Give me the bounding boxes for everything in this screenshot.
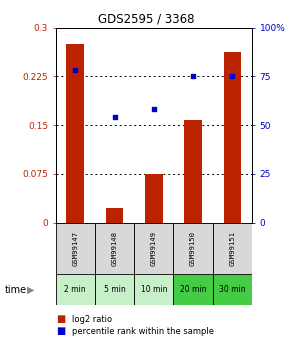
- Text: 10 min: 10 min: [141, 285, 167, 294]
- Bar: [173, 274, 213, 305]
- Bar: [213, 274, 252, 305]
- Bar: [134, 274, 173, 305]
- Text: 5 min: 5 min: [104, 285, 125, 294]
- Text: 20 min: 20 min: [180, 285, 206, 294]
- Text: GSM99151: GSM99151: [229, 231, 235, 266]
- Bar: [134, 223, 173, 274]
- Text: log2 ratio: log2 ratio: [72, 315, 112, 324]
- Bar: [56, 223, 95, 274]
- Point: [73, 68, 78, 73]
- Text: percentile rank within the sample: percentile rank within the sample: [72, 327, 214, 336]
- Text: 30 min: 30 min: [219, 285, 246, 294]
- Bar: [95, 274, 134, 305]
- Text: GSM99150: GSM99150: [190, 231, 196, 266]
- Text: ▶: ▶: [27, 285, 35, 295]
- Text: 2 min: 2 min: [64, 285, 86, 294]
- Bar: [95, 223, 134, 274]
- Bar: [173, 223, 213, 274]
- Point: [151, 107, 156, 112]
- Bar: [56, 274, 95, 305]
- Bar: [106, 208, 123, 223]
- Bar: [184, 120, 202, 223]
- Point: [230, 73, 235, 79]
- Point: [191, 73, 195, 79]
- Text: GSM99147: GSM99147: [72, 231, 78, 266]
- Text: GDS2595 / 3368: GDS2595 / 3368: [98, 12, 195, 25]
- Text: ■: ■: [56, 326, 65, 336]
- Text: GSM99148: GSM99148: [112, 231, 117, 266]
- Bar: [145, 174, 163, 223]
- Text: ■: ■: [56, 314, 65, 324]
- Text: time: time: [4, 285, 27, 295]
- Bar: [67, 44, 84, 223]
- Bar: [224, 52, 241, 223]
- Bar: [213, 223, 252, 274]
- Point: [112, 115, 117, 120]
- Text: GSM99149: GSM99149: [151, 231, 157, 266]
